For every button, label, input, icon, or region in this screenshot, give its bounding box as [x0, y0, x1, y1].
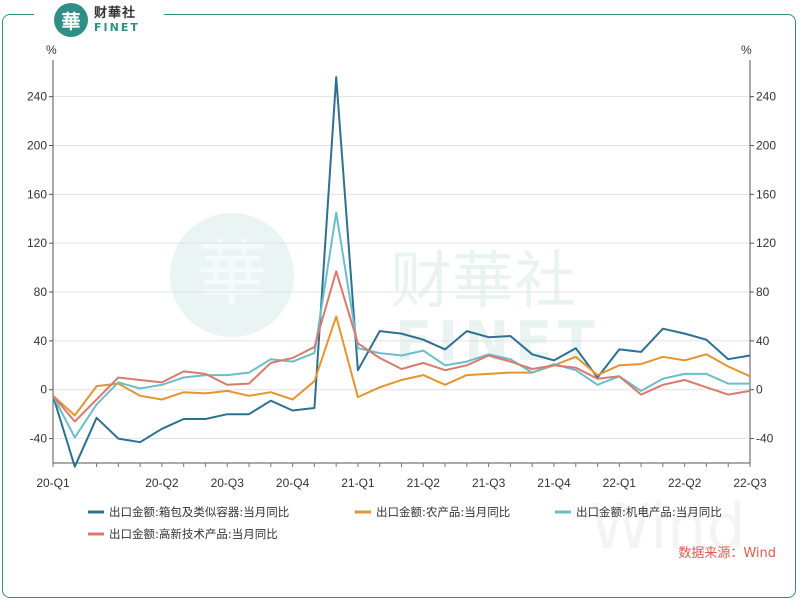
- y-tick-label-right: 120: [756, 236, 776, 250]
- x-tick-label: 21-Q4: [537, 476, 571, 490]
- y-tick-label-right: -40: [756, 432, 774, 446]
- series-line-4: [52, 270, 751, 423]
- y-tick-label: 0: [40, 383, 47, 397]
- watermark-wind: Wind: [590, 490, 746, 563]
- legend-label: 出口金额:农产品:当月同比: [376, 505, 510, 519]
- y-tick-label: 120: [27, 236, 47, 250]
- x-tick-label: 20-Q3: [211, 476, 245, 490]
- series-line-2: [52, 315, 751, 417]
- y-tick-label-right: 160: [756, 187, 776, 201]
- y-tick-label-right: 40: [756, 334, 770, 348]
- chart-frame: [2, 14, 796, 598]
- x-tick-label: 22-Q2: [668, 476, 702, 490]
- y-tick-label: 240: [27, 90, 47, 104]
- y-tick-label: 200: [27, 138, 47, 152]
- y-unit-left: %: [46, 43, 57, 57]
- x-tick-label: 22-Q3: [733, 476, 767, 490]
- series-line-3: [52, 211, 750, 439]
- y-tick-label-right: 0: [756, 383, 763, 397]
- x-tick-label: 20-Q2: [145, 476, 179, 490]
- logo-name-cn: 财華社: [94, 6, 137, 21]
- watermark-logo-char: 華: [197, 233, 267, 315]
- watermark-name-cn: 财華社: [390, 244, 576, 317]
- series-line-1: [52, 76, 751, 468]
- finet-logo: 華 财華社 FINET: [34, 0, 164, 40]
- y-tick-label: -40: [30, 432, 48, 446]
- x-tick-label: 22-Q1: [603, 476, 637, 490]
- logo-mark-icon: 華: [54, 3, 88, 37]
- y-tick-label-right: 80: [756, 285, 770, 299]
- y-tick-label: 40: [34, 334, 48, 348]
- data-source: 数据来源：Wind: [678, 546, 776, 561]
- x-tick-label: 21-Q3: [472, 476, 506, 490]
- x-tick-label: 21-Q1: [341, 476, 375, 490]
- x-tick-label: 20-Q4: [276, 476, 310, 490]
- y-tick-label: 160: [27, 187, 47, 201]
- x-tick-label: 21-Q2: [407, 476, 441, 490]
- y-tick-label-right: 200: [756, 138, 776, 152]
- logo-text: 财華社 FINET: [94, 7, 140, 33]
- y-tick-label: 80: [34, 285, 48, 299]
- legend-label: 出口金额:箱包及类似容器:当月同比: [109, 505, 289, 519]
- x-tick-label: 20-Q1: [36, 476, 70, 490]
- y-unit-right: %: [741, 43, 752, 57]
- legend-label: 出口金额:高新技术产品:当月同比: [109, 527, 278, 541]
- watermark-logo: [170, 213, 294, 337]
- y-tick-label-right: 240: [756, 90, 776, 104]
- legend-label: 出口金额:机电产品:当月同比: [576, 505, 722, 519]
- logo-name-en: FINET: [94, 21, 140, 34]
